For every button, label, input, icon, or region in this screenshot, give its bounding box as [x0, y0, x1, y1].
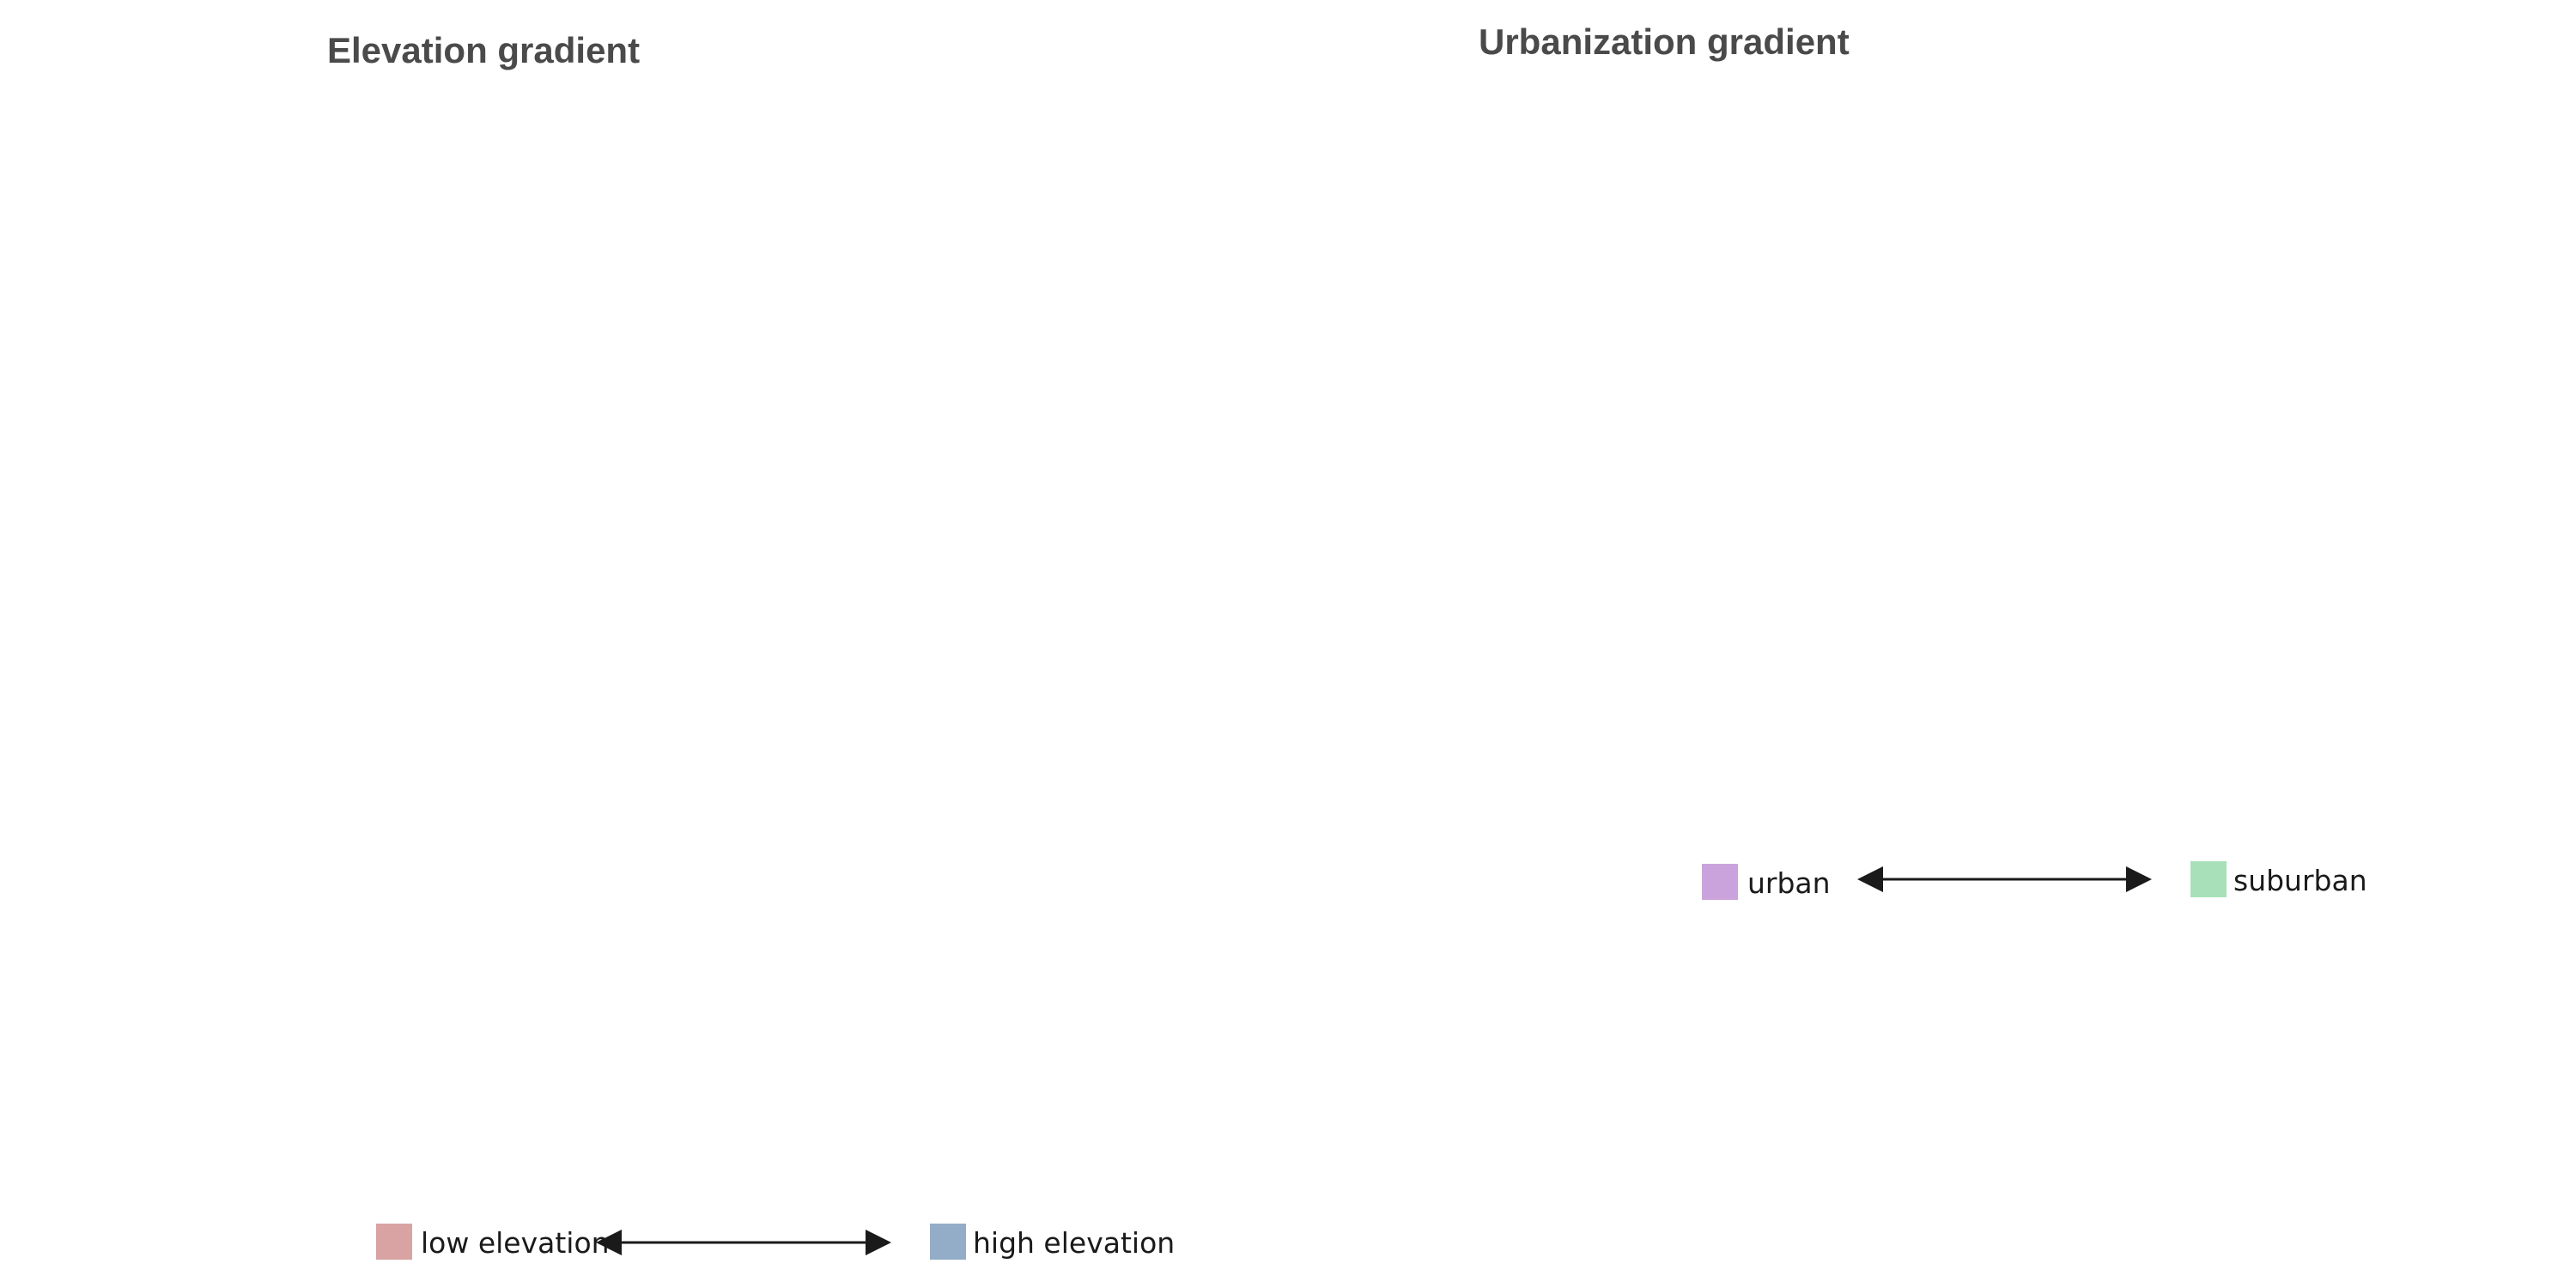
- double-headed-arrow-icon: [1857, 866, 2152, 892]
- high-elevation-swatch: [930, 1224, 966, 1260]
- suburban-label: suburban: [2233, 864, 2367, 897]
- elevation-panel-title: Elevation gradient: [327, 30, 641, 70]
- urban-swatch: [1702, 864, 1738, 900]
- low-elevation-label: low elevation: [421, 1226, 610, 1260]
- double-headed-arrow-icon: [596, 1230, 891, 1255]
- suburban-swatch: [2190, 861, 2227, 897]
- urbanization-panel-title: Urbanization gradient: [1479, 21, 1850, 62]
- high-elevation-label: high elevation: [973, 1226, 1176, 1260]
- low-elevation-swatch: [376, 1224, 412, 1260]
- urban-label: urban: [1747, 866, 1831, 900]
